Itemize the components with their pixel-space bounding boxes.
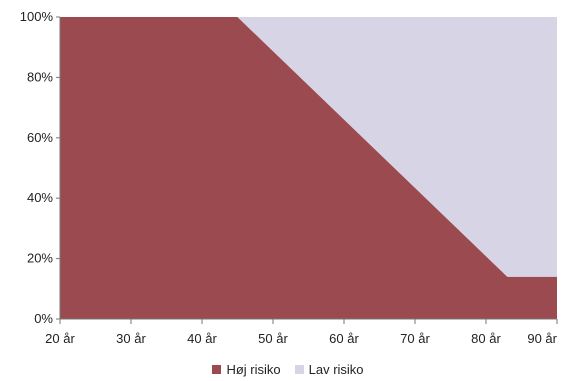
x-tick-label: 20 år bbox=[45, 331, 75, 346]
legend: Høj risiko Lav risiko bbox=[0, 362, 576, 377]
legend-swatch-high-risk bbox=[212, 365, 222, 374]
legend-swatch-low-risk bbox=[294, 365, 304, 374]
y-tick-label: 80% bbox=[27, 69, 53, 84]
x-tick-label: 30 år bbox=[116, 331, 146, 346]
y-tick-label: 40% bbox=[27, 190, 53, 205]
legend-item-high-risk: Høj risiko bbox=[212, 362, 281, 377]
legend-item-low-risk: Lav risiko bbox=[294, 362, 364, 377]
chart: 0% 20% 40% 60% 80% 100% 20 år 30 år 40 år 50 år 6… bbox=[20, 9, 558, 346]
chart-areas bbox=[60, 17, 557, 319]
x-tick-label: 60 år bbox=[329, 331, 359, 346]
y-tick-label: 20% bbox=[27, 251, 53, 266]
area-series-1 bbox=[60, 17, 557, 277]
y-tick-label: 60% bbox=[27, 130, 53, 145]
x-tick-label: 70 år bbox=[400, 331, 430, 346]
legend-label-high-risk: Høj risiko bbox=[226, 362, 281, 377]
y-tick-label: 100% bbox=[20, 9, 54, 24]
x-tick-label: 40 år bbox=[187, 331, 217, 346]
x-tick-label: 90 år bbox=[527, 331, 557, 346]
x-tick-label: 80 år bbox=[471, 331, 501, 346]
x-axis: 20 år 30 år 40 år 50 år 60 år 70 år 80 år 90 år bbox=[45, 318, 558, 346]
area-series-0 bbox=[60, 17, 557, 319]
x-tick-label: 50 år bbox=[258, 331, 288, 346]
y-axis: 0% 20% 40% 60% 80% 100% bbox=[20, 9, 61, 326]
y-tick-label: 0% bbox=[34, 311, 53, 326]
legend-label-low-risk: Lav risiko bbox=[308, 362, 364, 377]
